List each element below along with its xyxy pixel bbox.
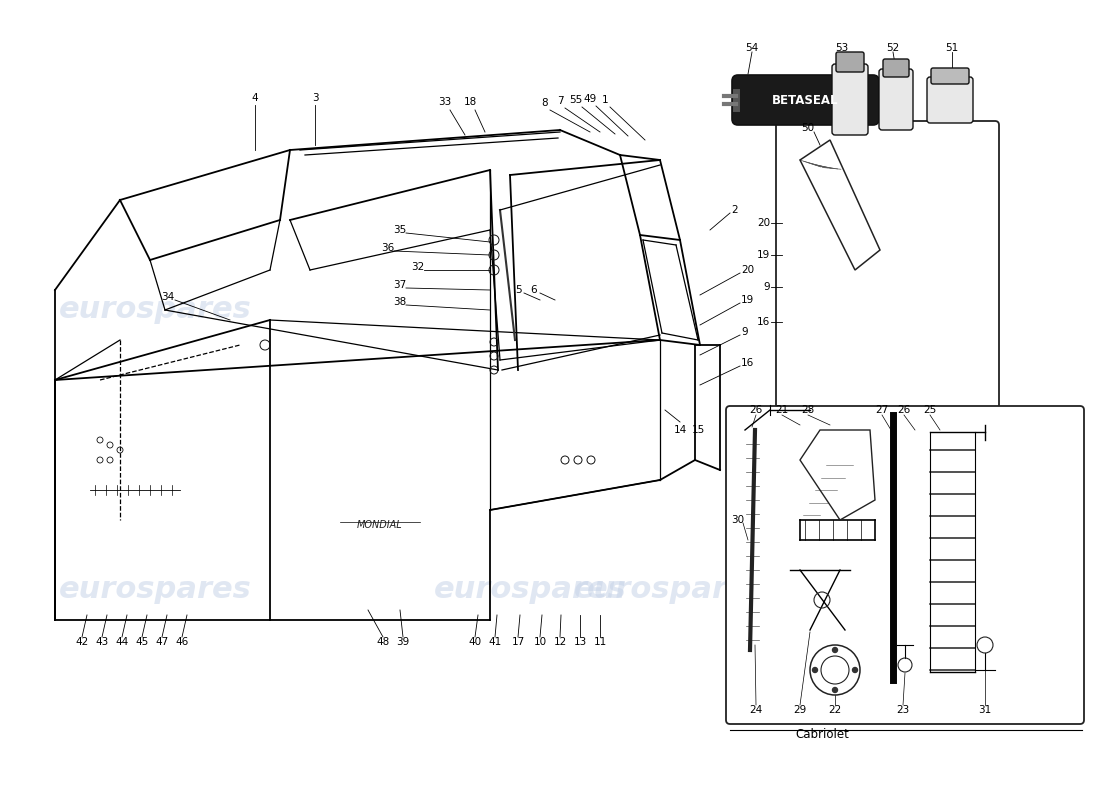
Text: 53: 53 — [835, 43, 848, 53]
Text: 38: 38 — [394, 297, 407, 307]
Text: 50: 50 — [802, 123, 815, 133]
Text: 6: 6 — [530, 285, 537, 295]
Text: 41: 41 — [488, 637, 502, 647]
Text: 1: 1 — [602, 95, 608, 105]
Text: 54: 54 — [746, 43, 759, 53]
Circle shape — [833, 647, 837, 653]
Text: 26: 26 — [749, 405, 762, 415]
Text: 28: 28 — [802, 405, 815, 415]
Text: 2: 2 — [732, 205, 738, 215]
Text: Cabriolet: Cabriolet — [795, 729, 849, 742]
Text: 42: 42 — [76, 637, 89, 647]
Text: 13: 13 — [573, 637, 586, 647]
Text: 39: 39 — [396, 637, 409, 647]
Text: 48: 48 — [376, 637, 389, 647]
FancyBboxPatch shape — [879, 69, 913, 130]
Text: MONDIAL: MONDIAL — [358, 520, 403, 530]
Circle shape — [852, 667, 858, 673]
Text: 44: 44 — [116, 637, 129, 647]
Text: 49: 49 — [583, 94, 596, 104]
Text: 23: 23 — [896, 705, 910, 715]
FancyBboxPatch shape — [927, 77, 974, 123]
Text: eurospares: eurospares — [573, 575, 767, 605]
Text: 51: 51 — [945, 43, 958, 53]
Text: 17: 17 — [512, 637, 525, 647]
FancyBboxPatch shape — [776, 121, 999, 409]
Text: 40: 40 — [469, 637, 482, 647]
FancyBboxPatch shape — [883, 59, 909, 77]
Text: 18: 18 — [463, 97, 476, 107]
Text: 26: 26 — [898, 405, 911, 415]
Text: 35: 35 — [394, 225, 407, 235]
Text: 25: 25 — [923, 405, 936, 415]
FancyBboxPatch shape — [836, 52, 864, 72]
FancyBboxPatch shape — [832, 64, 868, 135]
Text: eurospares: eurospares — [58, 575, 252, 605]
Text: 52: 52 — [887, 43, 900, 53]
Text: 24: 24 — [749, 705, 762, 715]
Text: 45: 45 — [135, 637, 149, 647]
Text: 16: 16 — [741, 358, 755, 368]
Text: 11: 11 — [593, 637, 606, 647]
Text: 12: 12 — [553, 637, 566, 647]
Text: 14: 14 — [673, 425, 686, 435]
Text: 19: 19 — [741, 295, 755, 305]
Text: 43: 43 — [96, 637, 109, 647]
Text: 30: 30 — [732, 515, 745, 525]
Text: 46: 46 — [175, 637, 188, 647]
Text: 5: 5 — [515, 285, 521, 295]
Text: 34: 34 — [162, 292, 175, 302]
FancyBboxPatch shape — [931, 68, 969, 84]
Circle shape — [813, 667, 817, 673]
Text: eurospares: eurospares — [433, 575, 626, 605]
Text: 21: 21 — [776, 405, 789, 415]
Text: 37: 37 — [394, 280, 407, 290]
Text: 55: 55 — [570, 95, 583, 105]
Text: 47: 47 — [155, 637, 168, 647]
Text: 9: 9 — [763, 282, 770, 292]
Text: 15: 15 — [692, 425, 705, 435]
Text: 9: 9 — [741, 327, 748, 337]
Text: 33: 33 — [439, 97, 452, 107]
FancyBboxPatch shape — [732, 75, 879, 125]
Text: 20: 20 — [757, 218, 770, 228]
Text: 10: 10 — [534, 637, 547, 647]
Text: 27: 27 — [876, 405, 889, 415]
Text: 36: 36 — [382, 243, 395, 253]
Text: 19: 19 — [757, 250, 770, 260]
Text: 32: 32 — [411, 262, 425, 272]
Text: 3: 3 — [311, 93, 318, 103]
Text: 4: 4 — [252, 93, 258, 103]
Circle shape — [833, 687, 837, 693]
Text: 31: 31 — [978, 705, 991, 715]
Text: BETASEAL: BETASEAL — [772, 94, 838, 106]
Text: 29: 29 — [793, 705, 806, 715]
FancyBboxPatch shape — [726, 406, 1084, 724]
Text: eurospares: eurospares — [58, 295, 252, 325]
Text: 22: 22 — [828, 705, 842, 715]
Text: 20: 20 — [741, 265, 755, 275]
Text: 8: 8 — [541, 98, 548, 108]
Text: 7: 7 — [557, 96, 563, 106]
Text: 16: 16 — [757, 317, 770, 327]
